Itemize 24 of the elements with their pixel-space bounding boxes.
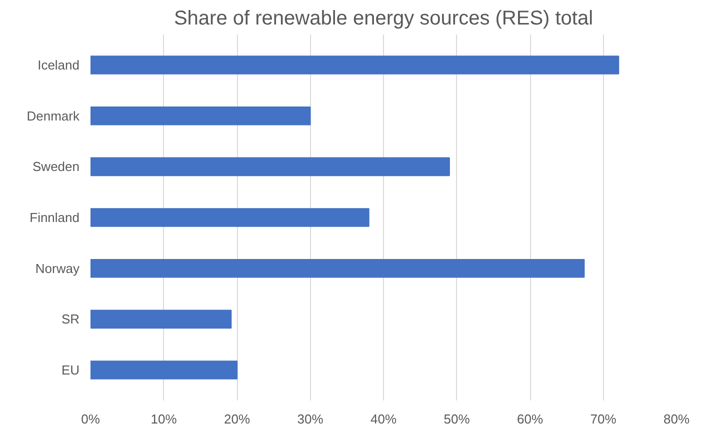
x-tick-label: 80% <box>663 412 690 426</box>
bar <box>90 360 238 380</box>
y-tick-label: EU <box>61 362 80 378</box>
x-tick-label: 20% <box>224 412 250 426</box>
x-tick-label: 70% <box>590 412 617 426</box>
x-tick-label: 10% <box>150 412 178 426</box>
x-tick-label: 40% <box>370 412 397 426</box>
bar <box>90 106 311 126</box>
bar <box>90 56 620 74</box>
bar <box>90 208 370 227</box>
y-tick-label: Finnland <box>30 210 80 225</box>
bar <box>90 310 232 329</box>
bar <box>90 157 450 176</box>
y-tick-label: Denmark <box>26 108 80 124</box>
y-tick-label: SR <box>61 312 80 327</box>
x-tick-label: 60% <box>516 412 544 426</box>
y-tick-label: Norway <box>35 260 80 276</box>
bar <box>90 258 585 278</box>
x-tick-label: 0% <box>81 412 100 426</box>
x-tick-label: 30% <box>297 412 324 426</box>
chart-title: Share of renewable energy sources (RES) total <box>174 8 594 30</box>
y-tick-label: Iceland <box>38 58 80 72</box>
y-tick-label: Sweden <box>32 159 80 174</box>
x-tick-label: 50% <box>444 412 470 426</box>
